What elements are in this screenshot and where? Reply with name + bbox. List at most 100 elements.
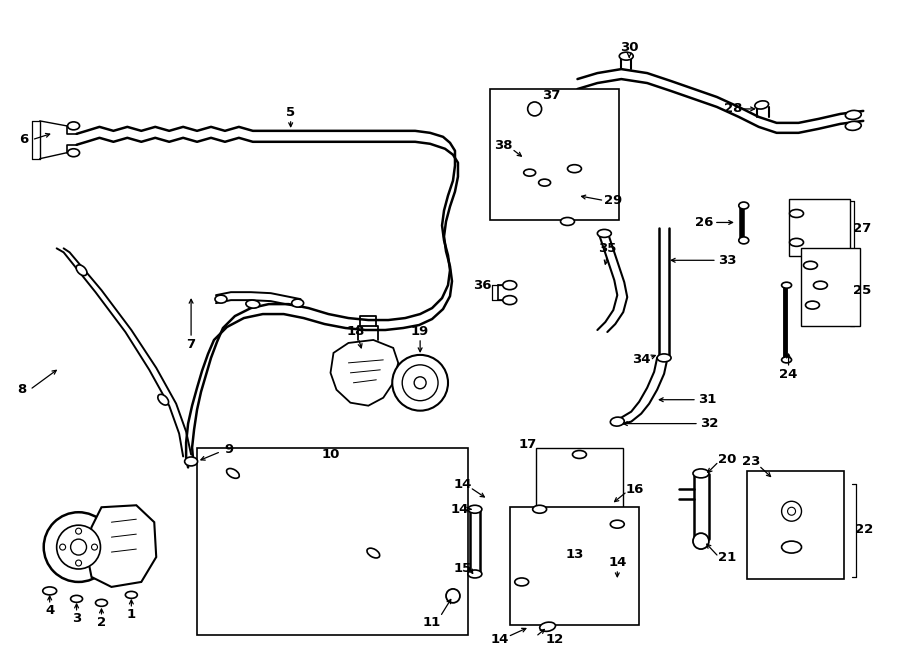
Ellipse shape bbox=[367, 548, 380, 558]
Ellipse shape bbox=[572, 451, 587, 459]
Text: 3: 3 bbox=[72, 612, 81, 625]
Ellipse shape bbox=[70, 596, 83, 602]
Ellipse shape bbox=[246, 300, 260, 308]
Ellipse shape bbox=[739, 237, 749, 244]
Ellipse shape bbox=[184, 457, 198, 466]
Circle shape bbox=[70, 539, 86, 555]
Polygon shape bbox=[330, 340, 398, 406]
Ellipse shape bbox=[814, 281, 827, 289]
Text: 1: 1 bbox=[127, 608, 136, 621]
Circle shape bbox=[781, 501, 802, 521]
Ellipse shape bbox=[95, 600, 107, 606]
Bar bbox=[800, 249, 860, 326]
Ellipse shape bbox=[845, 122, 861, 130]
Ellipse shape bbox=[68, 122, 79, 130]
Text: 38: 38 bbox=[494, 139, 513, 152]
Ellipse shape bbox=[619, 52, 634, 60]
Circle shape bbox=[527, 102, 542, 116]
Text: 26: 26 bbox=[695, 216, 713, 229]
Text: 14: 14 bbox=[454, 478, 473, 491]
Ellipse shape bbox=[755, 101, 769, 109]
Ellipse shape bbox=[739, 202, 749, 209]
Bar bbox=[788, 198, 850, 256]
Text: 14: 14 bbox=[491, 633, 509, 646]
Ellipse shape bbox=[468, 570, 482, 578]
Ellipse shape bbox=[503, 295, 517, 305]
Ellipse shape bbox=[292, 299, 303, 307]
Text: 30: 30 bbox=[620, 41, 638, 54]
Text: 9: 9 bbox=[224, 443, 233, 456]
Text: 25: 25 bbox=[853, 284, 871, 297]
Text: 22: 22 bbox=[855, 523, 873, 535]
Ellipse shape bbox=[158, 395, 168, 405]
Text: 16: 16 bbox=[626, 483, 644, 496]
Polygon shape bbox=[86, 505, 157, 587]
Ellipse shape bbox=[610, 417, 625, 426]
Circle shape bbox=[693, 533, 709, 549]
Text: 19: 19 bbox=[411, 325, 429, 338]
Text: 7: 7 bbox=[186, 338, 195, 352]
Text: 23: 23 bbox=[742, 455, 760, 468]
Text: 18: 18 bbox=[346, 325, 364, 338]
Text: 4: 4 bbox=[45, 604, 54, 617]
Text: 11: 11 bbox=[423, 616, 441, 629]
Ellipse shape bbox=[540, 622, 555, 631]
Text: 14: 14 bbox=[608, 555, 626, 568]
Ellipse shape bbox=[538, 179, 551, 186]
Ellipse shape bbox=[533, 505, 546, 513]
Ellipse shape bbox=[42, 587, 57, 595]
Ellipse shape bbox=[804, 261, 817, 269]
Ellipse shape bbox=[845, 110, 861, 120]
Text: 35: 35 bbox=[598, 242, 616, 255]
Ellipse shape bbox=[781, 282, 792, 288]
Circle shape bbox=[392, 355, 448, 410]
Ellipse shape bbox=[693, 469, 709, 478]
Bar bbox=[509, 507, 639, 625]
Circle shape bbox=[92, 544, 97, 550]
Text: 32: 32 bbox=[699, 417, 718, 430]
Ellipse shape bbox=[598, 229, 611, 237]
Circle shape bbox=[76, 560, 82, 566]
Text: 28: 28 bbox=[724, 102, 742, 116]
Ellipse shape bbox=[781, 357, 792, 363]
Ellipse shape bbox=[515, 578, 528, 586]
Ellipse shape bbox=[561, 217, 574, 225]
Ellipse shape bbox=[125, 592, 138, 598]
Circle shape bbox=[57, 525, 101, 569]
Circle shape bbox=[44, 512, 113, 582]
Text: 31: 31 bbox=[698, 393, 716, 407]
Circle shape bbox=[76, 528, 82, 534]
Text: 27: 27 bbox=[853, 222, 871, 235]
Ellipse shape bbox=[781, 541, 802, 553]
Circle shape bbox=[446, 589, 460, 603]
Ellipse shape bbox=[503, 281, 517, 290]
Ellipse shape bbox=[524, 169, 536, 176]
Ellipse shape bbox=[610, 520, 625, 528]
Ellipse shape bbox=[789, 239, 804, 247]
Circle shape bbox=[414, 377, 426, 389]
Bar bbox=[747, 471, 844, 579]
Text: 21: 21 bbox=[717, 551, 736, 564]
Text: 2: 2 bbox=[97, 616, 106, 629]
Text: 24: 24 bbox=[779, 368, 797, 381]
Circle shape bbox=[59, 544, 66, 550]
Ellipse shape bbox=[76, 265, 87, 276]
Ellipse shape bbox=[657, 354, 671, 362]
Ellipse shape bbox=[568, 165, 581, 173]
Text: 6: 6 bbox=[19, 134, 29, 146]
Ellipse shape bbox=[215, 295, 227, 303]
Ellipse shape bbox=[789, 210, 804, 217]
Circle shape bbox=[788, 507, 796, 515]
Circle shape bbox=[402, 365, 438, 401]
Ellipse shape bbox=[468, 505, 482, 513]
Text: 29: 29 bbox=[604, 194, 623, 207]
Ellipse shape bbox=[68, 149, 79, 157]
Text: 5: 5 bbox=[286, 106, 295, 120]
Text: 17: 17 bbox=[518, 438, 536, 451]
Text: 10: 10 bbox=[321, 448, 339, 461]
Bar bbox=[197, 447, 468, 635]
Text: 34: 34 bbox=[632, 354, 651, 366]
Ellipse shape bbox=[806, 301, 819, 309]
Text: 36: 36 bbox=[472, 279, 491, 292]
Text: 13: 13 bbox=[565, 547, 584, 561]
